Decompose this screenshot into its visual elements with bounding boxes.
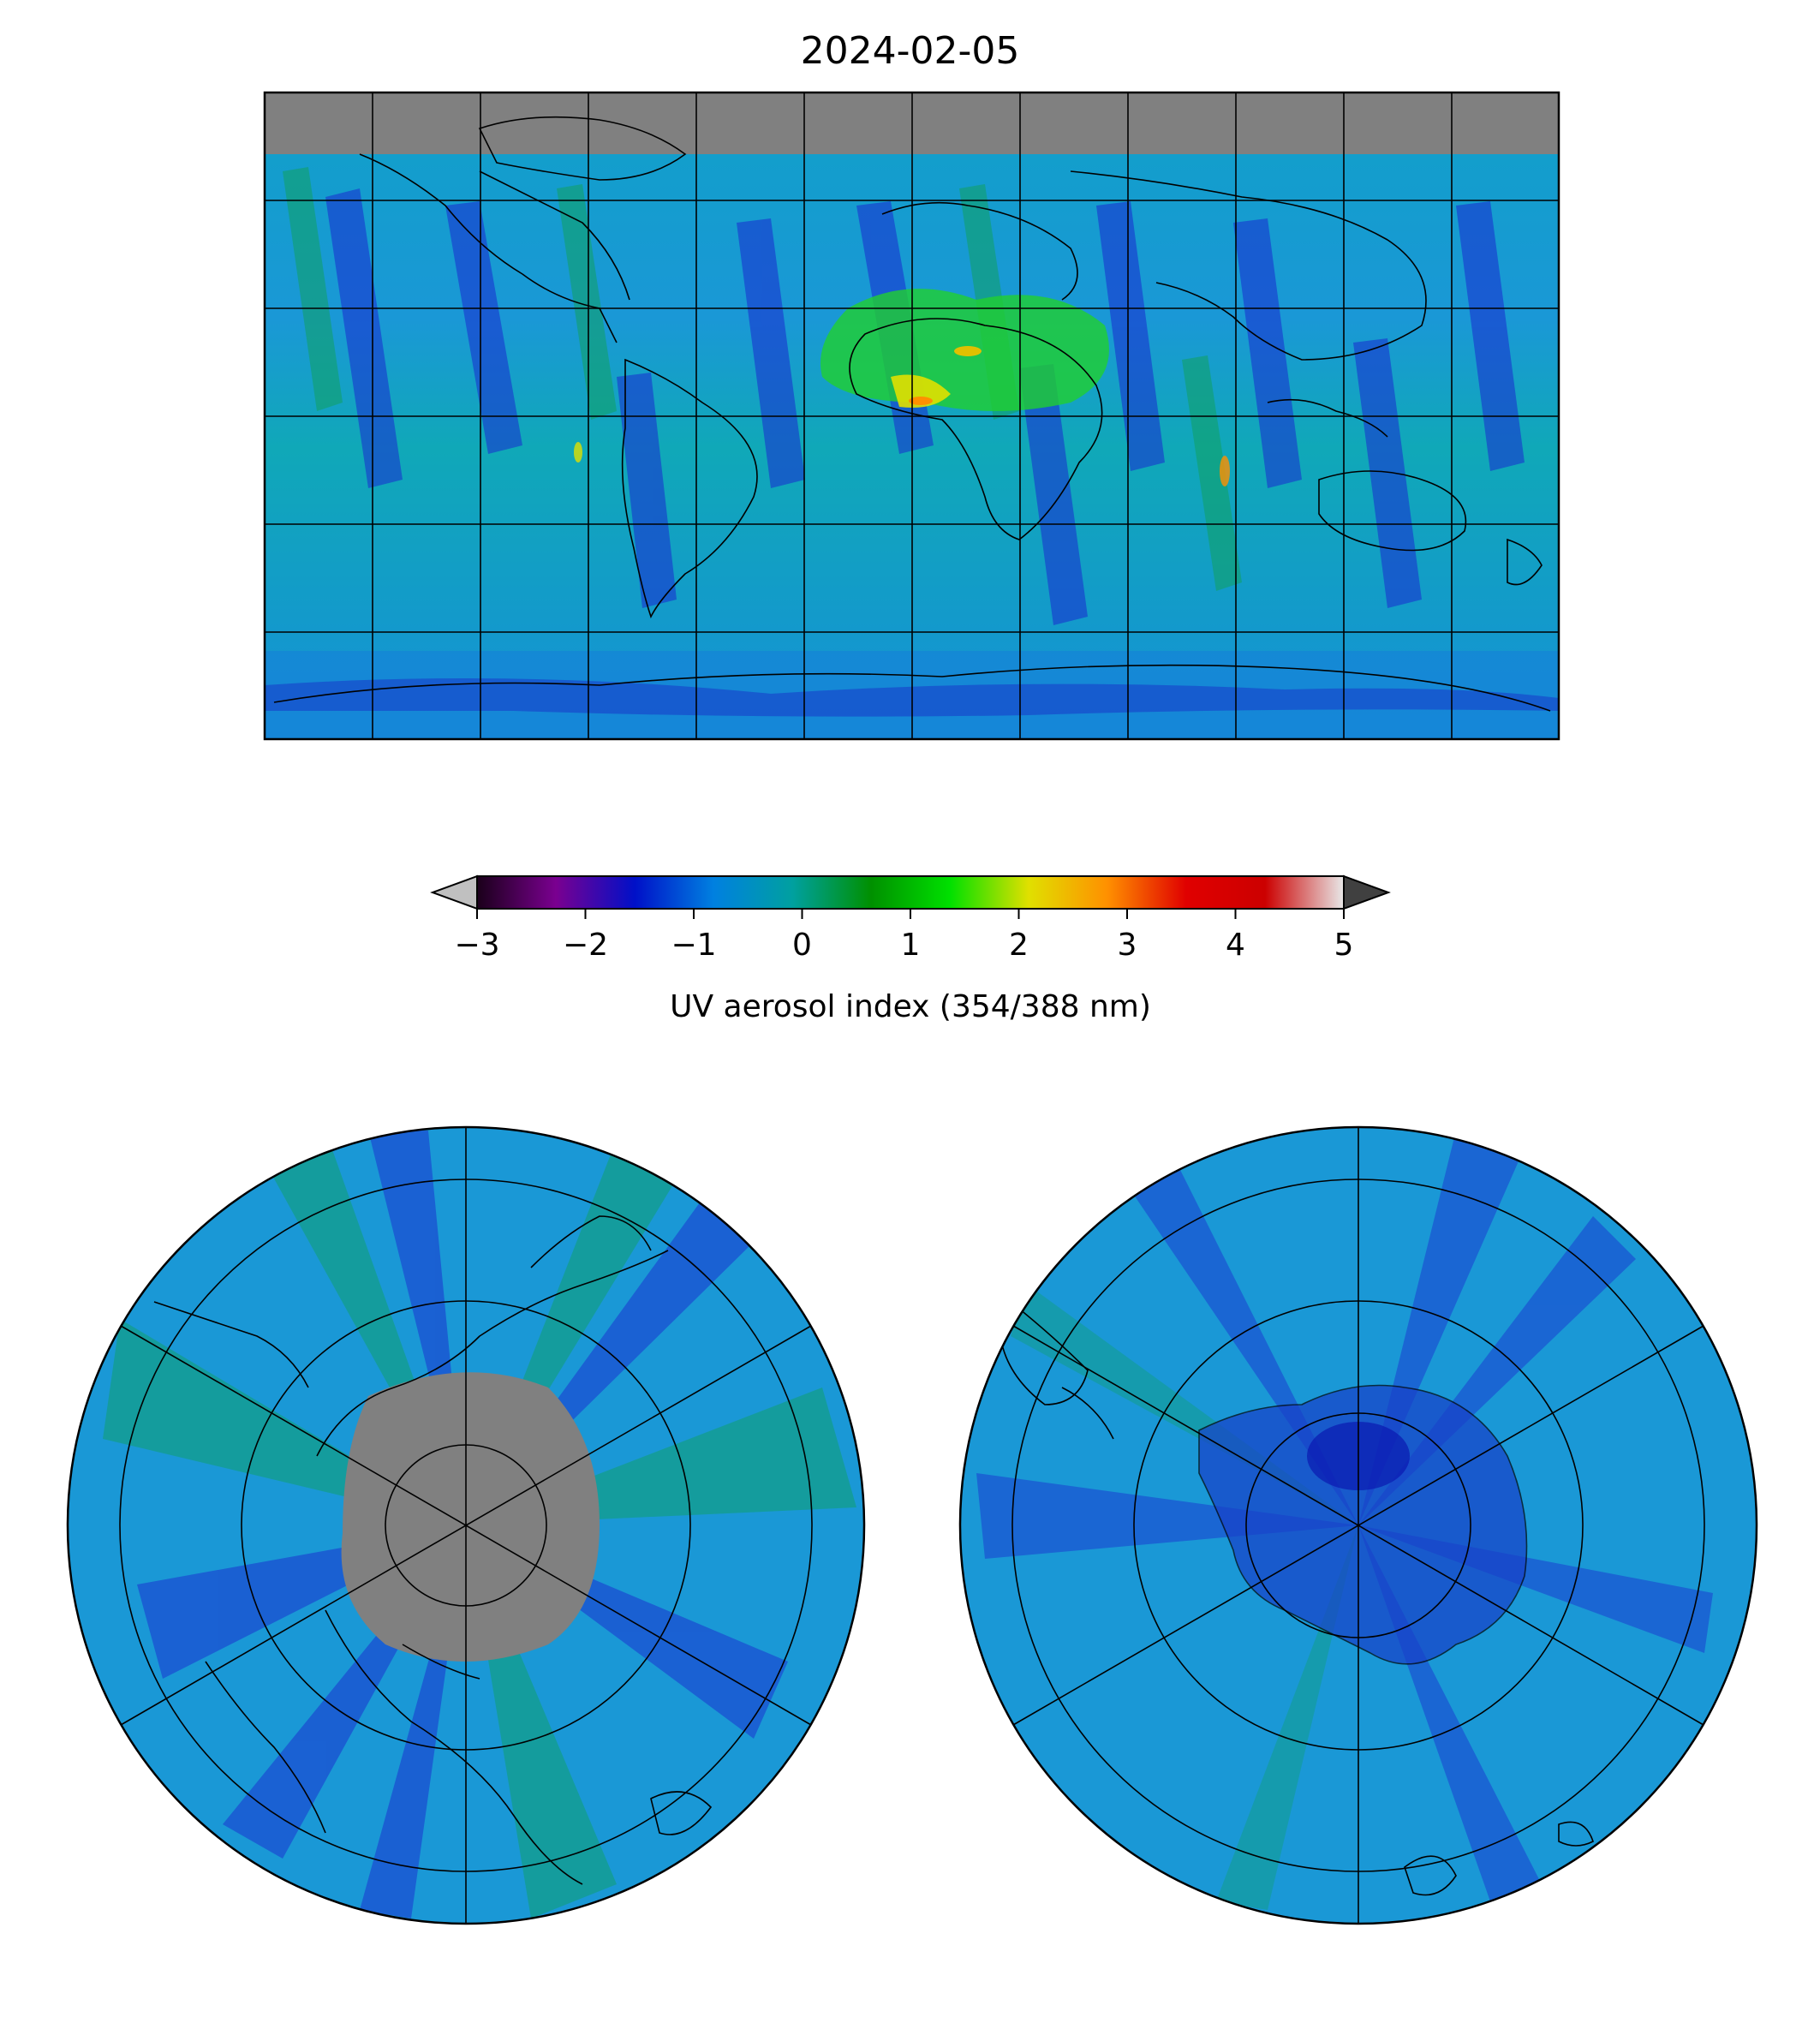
global-map-frame bbox=[263, 91, 1560, 741]
colorbar-extend-high bbox=[1343, 874, 1391, 910]
south-coastlines bbox=[1001, 1300, 1594, 1896]
colorbar-label: UV aerosol index (354/388 nm) bbox=[670, 989, 1151, 1024]
global-coastlines bbox=[273, 116, 1551, 712]
global-map bbox=[263, 91, 1560, 741]
south-graticule bbox=[1011, 1127, 1705, 1924]
north-no-data bbox=[341, 1372, 600, 1662]
south-polar-frame bbox=[958, 1125, 1758, 1925]
colorbar-tick-label: 2 bbox=[1009, 928, 1029, 963]
colorbar-tick-label: 3 bbox=[1118, 928, 1137, 963]
colorbar-tick-label: 0 bbox=[792, 928, 812, 963]
figure-title: 2024-02-05 bbox=[800, 29, 1020, 73]
north-coastlines bbox=[153, 1215, 713, 1885]
south-polar-map bbox=[958, 1125, 1758, 1925]
antarctica bbox=[1198, 1384, 1528, 1665]
colorbar-tick-label: −3 bbox=[454, 928, 499, 963]
colorbar-tick-label: 1 bbox=[901, 928, 921, 963]
north-polar-map bbox=[66, 1125, 866, 1925]
colorbar-ticks: −3 −2 −1 0 1 2 3 4 5 bbox=[454, 909, 1353, 963]
colorbar-extend-low bbox=[430, 874, 478, 910]
colorbar-tick-label: −2 bbox=[563, 928, 608, 963]
colorbar-tick-label: 4 bbox=[1226, 928, 1245, 963]
colorbar-tick-label: 5 bbox=[1334, 928, 1354, 963]
colorbar-tick-label: −1 bbox=[671, 928, 716, 963]
north-polar-frame bbox=[66, 1125, 866, 1925]
colorbar: −3 −2 −1 0 1 2 3 4 5 UV aerosol index (354/388 n… bbox=[430, 874, 1391, 1024]
global-graticule bbox=[265, 92, 1559, 739]
north-graticule bbox=[119, 1127, 813, 1924]
colorbar-bar bbox=[476, 875, 1345, 910]
